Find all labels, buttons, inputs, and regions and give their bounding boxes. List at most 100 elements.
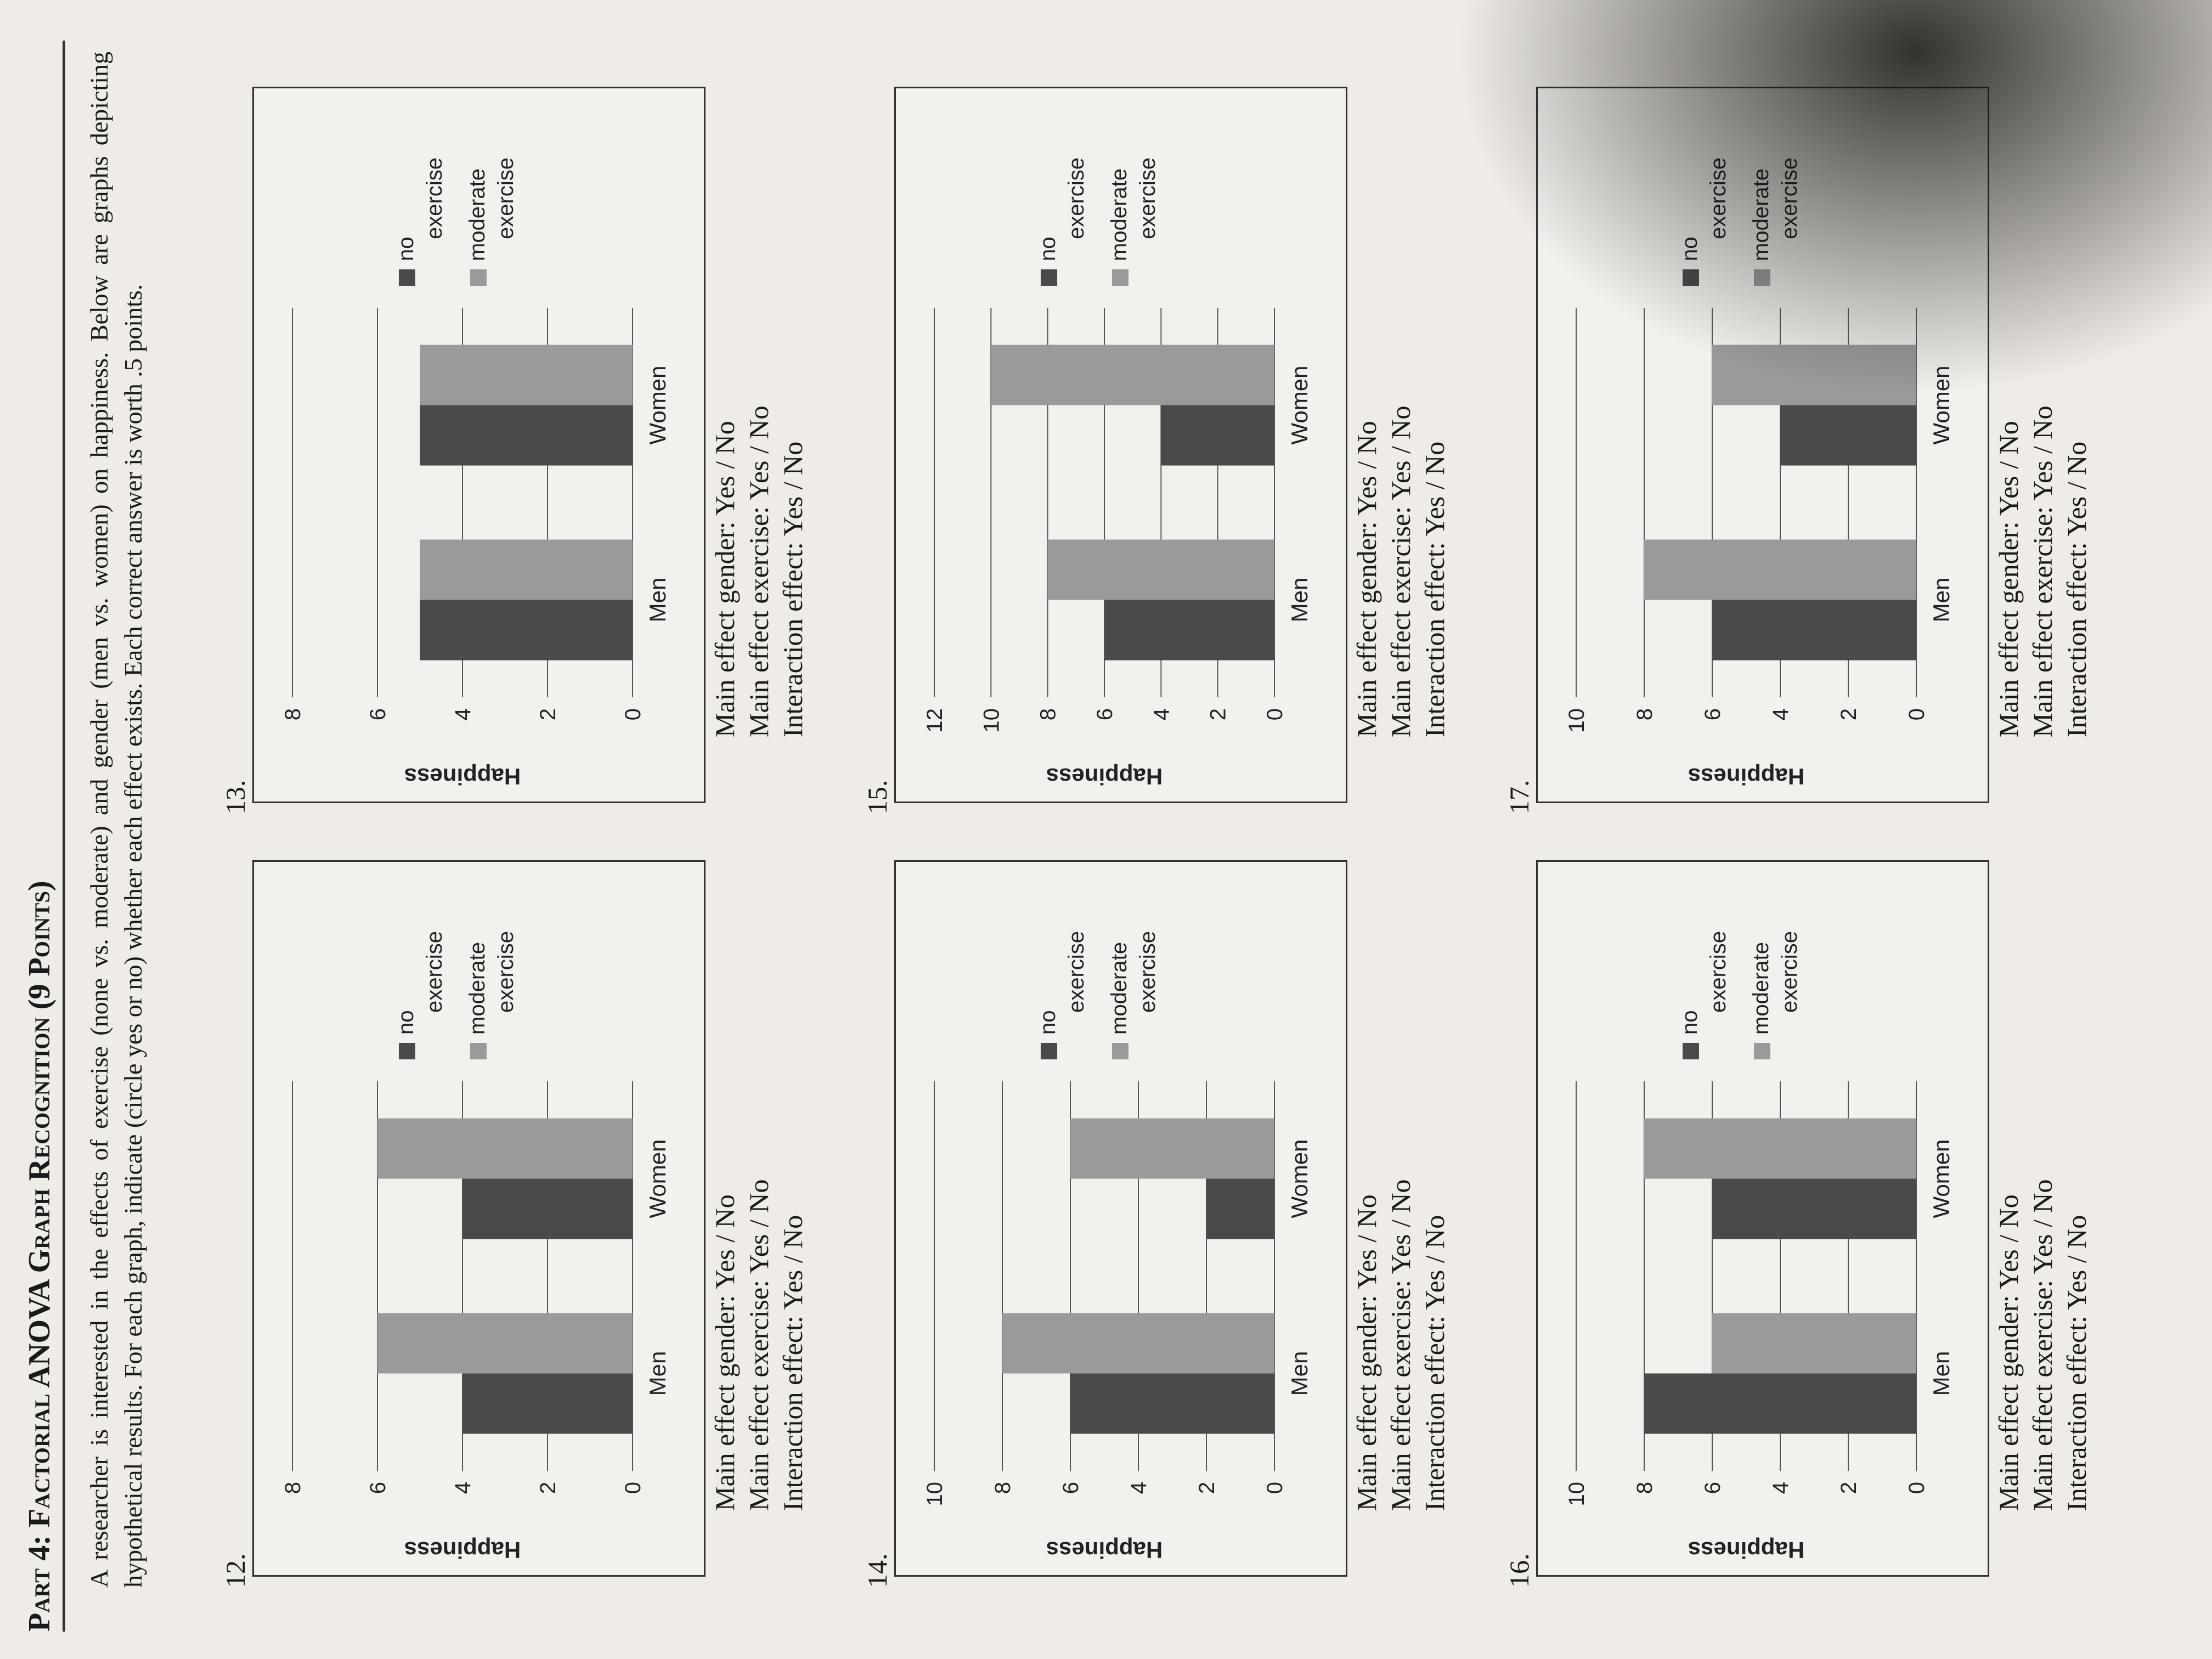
bar-moderate-exercise <box>991 345 1275 405</box>
chart-16: 0 2 4 6 8 10 Happiness Men Women no exercise modera… <box>1536 860 1989 1577</box>
y-axis-label: Happiness <box>1688 1537 1804 1563</box>
answers-12: Main effect gender: Yes / No Main effect… <box>708 1180 810 1511</box>
legend-label-line2: exercise <box>422 157 447 239</box>
bar-moderate-exercise <box>1070 1118 1274 1179</box>
q17-main-effect-gender[interactable]: Main effect gender: Yes / No <box>1993 421 2024 737</box>
q14-main-effect-exercise[interactable]: Main effect exercise: Yes / No <box>1385 1179 1416 1511</box>
legend-swatch <box>1754 269 1770 286</box>
legend-swatch <box>1683 1043 1699 1059</box>
y-tick-label: 8 <box>1633 708 1657 720</box>
q14-interaction-effect[interactable]: Interaction effect: Yes / No <box>1419 1215 1450 1511</box>
y-axis-label: Happiness <box>1046 764 1163 789</box>
legend-label-line2: exercise <box>1064 157 1088 239</box>
legend-label-line1: no <box>1036 1011 1060 1035</box>
legend-label-line1: moderate <box>1749 942 1773 1035</box>
x-tick-label: Women <box>1286 1139 1312 1218</box>
x-tick-label: Women <box>1286 366 1312 445</box>
legend-label-line1: moderate <box>465 168 489 261</box>
y-tick-label: 4 <box>1769 708 1793 720</box>
y-tick-label: 10 <box>1565 708 1589 733</box>
answers-16: Main effect gender: Yes / No Main effect… <box>1991 1180 2094 1511</box>
y-tick-label: 4 <box>1769 1482 1793 1494</box>
q13-interaction-effect[interactable]: Interaction effect: Yes / No <box>777 441 808 737</box>
y-axis-label: Happiness <box>1688 764 1804 789</box>
legend-label-line1: no <box>1678 237 1702 262</box>
y-tick-label: 8 <box>281 1482 305 1494</box>
bar-no-exercise <box>462 1373 633 1434</box>
y-tick-label: 12 <box>923 708 947 733</box>
bar-no-exercise <box>1712 600 1916 661</box>
y-tick-label: 4 <box>451 708 475 720</box>
legend-label-line2: exercise <box>1064 931 1088 1013</box>
chart-13: 0 2 4 6 8 Happiness Men Women no exercise moderate… <box>252 87 706 803</box>
q14-main-effect-gender[interactable]: Main effect gender: Yes / No <box>1351 1194 1382 1511</box>
y-tick-label: 2 <box>1206 708 1231 720</box>
q12-main-effect-gender[interactable]: Main effect gender: Yes / No <box>709 1194 740 1511</box>
y-tick-label: 0 <box>1905 1482 1929 1494</box>
q13-main-effect-gender[interactable]: Main effect gender: Yes / No <box>709 421 740 737</box>
answers-14: Main effect gender: Yes / No Main effect… <box>1350 1180 1452 1511</box>
x-tick-label: Women <box>645 1139 670 1218</box>
legend-swatch <box>470 269 487 286</box>
y-tick-label: 2 <box>1837 1482 1861 1494</box>
y-tick-label: 0 <box>621 1482 645 1494</box>
q17-interaction-effect[interactable]: Interaction effect: Yes / No <box>2061 441 2092 737</box>
bar-moderate-exercise <box>420 345 633 405</box>
chart-14: 0 2 4 6 8 10 Happiness Men Women no exercise modera… <box>894 860 1347 1577</box>
y-tick-label: 2 <box>536 708 560 720</box>
bar-moderate-exercise <box>1712 1313 1916 1374</box>
q12-interaction-effect[interactable]: Interaction effect: Yes / No <box>777 1215 808 1511</box>
q15-interaction-effect[interactable]: Interaction effect: Yes / No <box>1419 441 1450 737</box>
legend-label-line2: exercise <box>494 931 518 1013</box>
legend-label-line2: exercise <box>1706 931 1730 1013</box>
y-tick-label: 2 <box>1195 1482 1219 1494</box>
legend-label-line1: no <box>394 1011 418 1035</box>
part-title: Part 4: Factorial ANOVA Graph Recognitio… <box>22 41 65 1632</box>
q16-main-effect-gender[interactable]: Main effect gender: Yes / No <box>1993 1194 2024 1511</box>
bar-moderate-exercise <box>420 539 633 600</box>
question-number-17: 17. <box>1504 780 1534 815</box>
legend-label-line2: exercise <box>1778 157 1802 239</box>
y-tick-label: 8 <box>1036 708 1060 720</box>
bar-no-exercise <box>1206 1178 1274 1239</box>
y-tick-label: 10 <box>1565 1482 1589 1506</box>
question-number-12: 12. <box>220 1553 251 1588</box>
bar-moderate-exercise <box>1644 1118 1916 1179</box>
q13-main-effect-exercise[interactable]: Main effect exercise: Yes / No <box>743 405 774 737</box>
bar-no-exercise <box>1070 1373 1274 1434</box>
bar-no-exercise <box>1712 1178 1916 1239</box>
answers-15: Main effect gender: Yes / No Main effect… <box>1350 406 1452 737</box>
bar-moderate-exercise <box>1002 1313 1274 1374</box>
y-axis-label: Happiness <box>1046 1537 1163 1563</box>
q16-interaction-effect[interactable]: Interaction effect: Yes / No <box>2061 1215 2092 1511</box>
question-number-15: 15. <box>862 780 893 815</box>
legend-label-line2: exercise <box>1136 157 1160 239</box>
legend-swatch <box>470 1043 487 1059</box>
x-tick-label: Men <box>1928 578 1954 623</box>
legend-swatch <box>399 1043 415 1059</box>
y-tick-label: 6 <box>366 708 390 720</box>
legend-swatch <box>1112 1043 1128 1059</box>
q17-main-effect-exercise[interactable]: Main effect exercise: Yes / No <box>2027 405 2058 737</box>
y-tick-label: 8 <box>991 1482 1015 1494</box>
q15-main-effect-gender[interactable]: Main effect gender: Yes / No <box>1351 421 1382 737</box>
x-tick-label: Men <box>1286 578 1312 623</box>
bar-no-exercise <box>1104 600 1274 661</box>
chart-17: 0 2 4 6 8 10 Happiness Men Women no exercise modera… <box>1536 87 1989 803</box>
legend-label-line2: exercise <box>1136 931 1160 1013</box>
bar-moderate-exercise <box>1644 539 1916 600</box>
y-tick-label: 4 <box>1127 1482 1151 1494</box>
y-tick-label: 6 <box>1059 1482 1083 1494</box>
q15-main-effect-exercise[interactable]: Main effect exercise: Yes / No <box>1385 405 1416 737</box>
x-tick-label: Women <box>1928 366 1954 445</box>
legend-swatch <box>1683 269 1699 286</box>
x-tick-label: Men <box>1928 1351 1954 1396</box>
bar-moderate-exercise <box>1712 345 1916 405</box>
question-number-13: 13. <box>220 780 251 815</box>
legend-swatch <box>1041 1043 1057 1059</box>
legend-label-line1: moderate <box>1107 942 1131 1035</box>
q12-main-effect-exercise[interactable]: Main effect exercise: Yes / No <box>743 1179 774 1511</box>
legend-label-line1: moderate <box>465 942 489 1035</box>
q16-main-effect-exercise[interactable]: Main effect exercise: Yes / No <box>2027 1179 2058 1511</box>
y-tick-label: 6 <box>366 1482 390 1494</box>
